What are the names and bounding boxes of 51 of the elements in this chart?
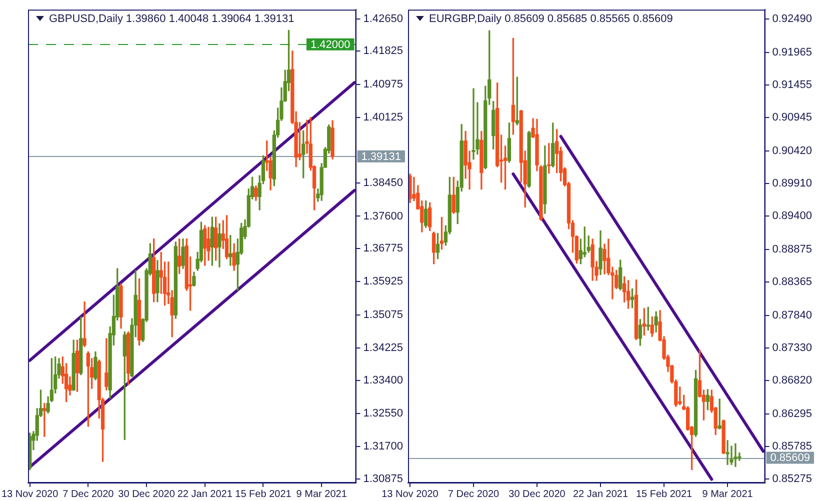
y-tick-label: 0.87330 [772,342,812,354]
y-tick-label: 0.91965 [772,46,812,59]
x-tick-label: 15 Feb 2021 [235,488,292,500]
y-tick-label: 1.41825 [363,45,404,58]
y-tick-label: 0.89910 [772,178,812,190]
y-tick-label: 0.89400 [772,210,812,222]
x-tick-label: 22 Jan 2021 [177,488,233,500]
y-tick-label: 0.92490 [772,13,812,26]
y-tick-label: 1.30875 [363,472,404,485]
y-tick-label: 1.35925 [363,276,404,288]
x-tick-label: 7 Dec 2020 [448,488,500,500]
y-tick-label: 0.85275 [772,473,812,486]
y-tick-label: 0.86295 [772,408,812,420]
y-tick-label: 1.38450 [363,177,404,190]
y-tick-label: 1.36775 [363,242,404,254]
y-tick-label: 1.33400 [363,374,404,386]
y-tick-label: 0.85785 [772,440,812,453]
y-tick-label: 0.87840 [772,310,812,322]
candlestick [726,440,730,465]
y-tick-label: 1.40975 [363,78,404,90]
y-tick-label: 0.90420 [772,145,812,158]
y-tick-label: 0.86820 [772,374,812,387]
x-tick-label: 30 Dec 2020 [508,488,566,500]
y-tick-label: 0.91455 [772,79,812,92]
y-tick-label: 1.34225 [363,342,404,354]
candlestick [472,88,476,160]
y-tick-label: 0.88875 [772,244,812,256]
x-tick-label: 9 Mar 2021 [296,488,348,500]
y-tick-label: 1.32550 [363,408,404,420]
y-tick-label: 0.90945 [772,112,812,124]
x-tick-label: 9 Mar 2021 [702,488,754,500]
chart-title: EURGBP,Daily 0.85609 0.85685 0.85565 0.85609 [429,12,673,25]
y-tick-label: 1.37600 [363,210,404,222]
ref-line-label: 0.85609 [770,452,810,464]
x-tick-label: 13 Nov 2020 [382,488,439,500]
y-tick-label: 1.35075 [363,308,404,321]
y-tick-label: 1.42650 [363,13,404,26]
candlestick [734,443,738,467]
x-tick-label: 15 Feb 2021 [636,488,693,500]
chart-title: GBPUSD,Daily 1.39860 1.40048 1.39064 1.39131 [49,12,294,25]
x-tick-label: 22 Jan 2021 [572,488,628,500]
candlestick [82,301,86,348]
ref-line-label: 1.42000 [310,38,350,51]
candlestick [738,452,742,461]
y-tick-label: 1.31700 [363,440,404,453]
y-tick-label: 1.40125 [363,112,404,124]
x-tick-label: 30 Dec 2020 [118,488,176,500]
x-tick-label: 13 Nov 2020 [1,488,59,500]
y-tick-label: 0.88365 [772,276,812,288]
ref-line-label: 1.39131 [361,150,402,163]
x-tick-label: 7 Dec 2020 [62,488,114,500]
